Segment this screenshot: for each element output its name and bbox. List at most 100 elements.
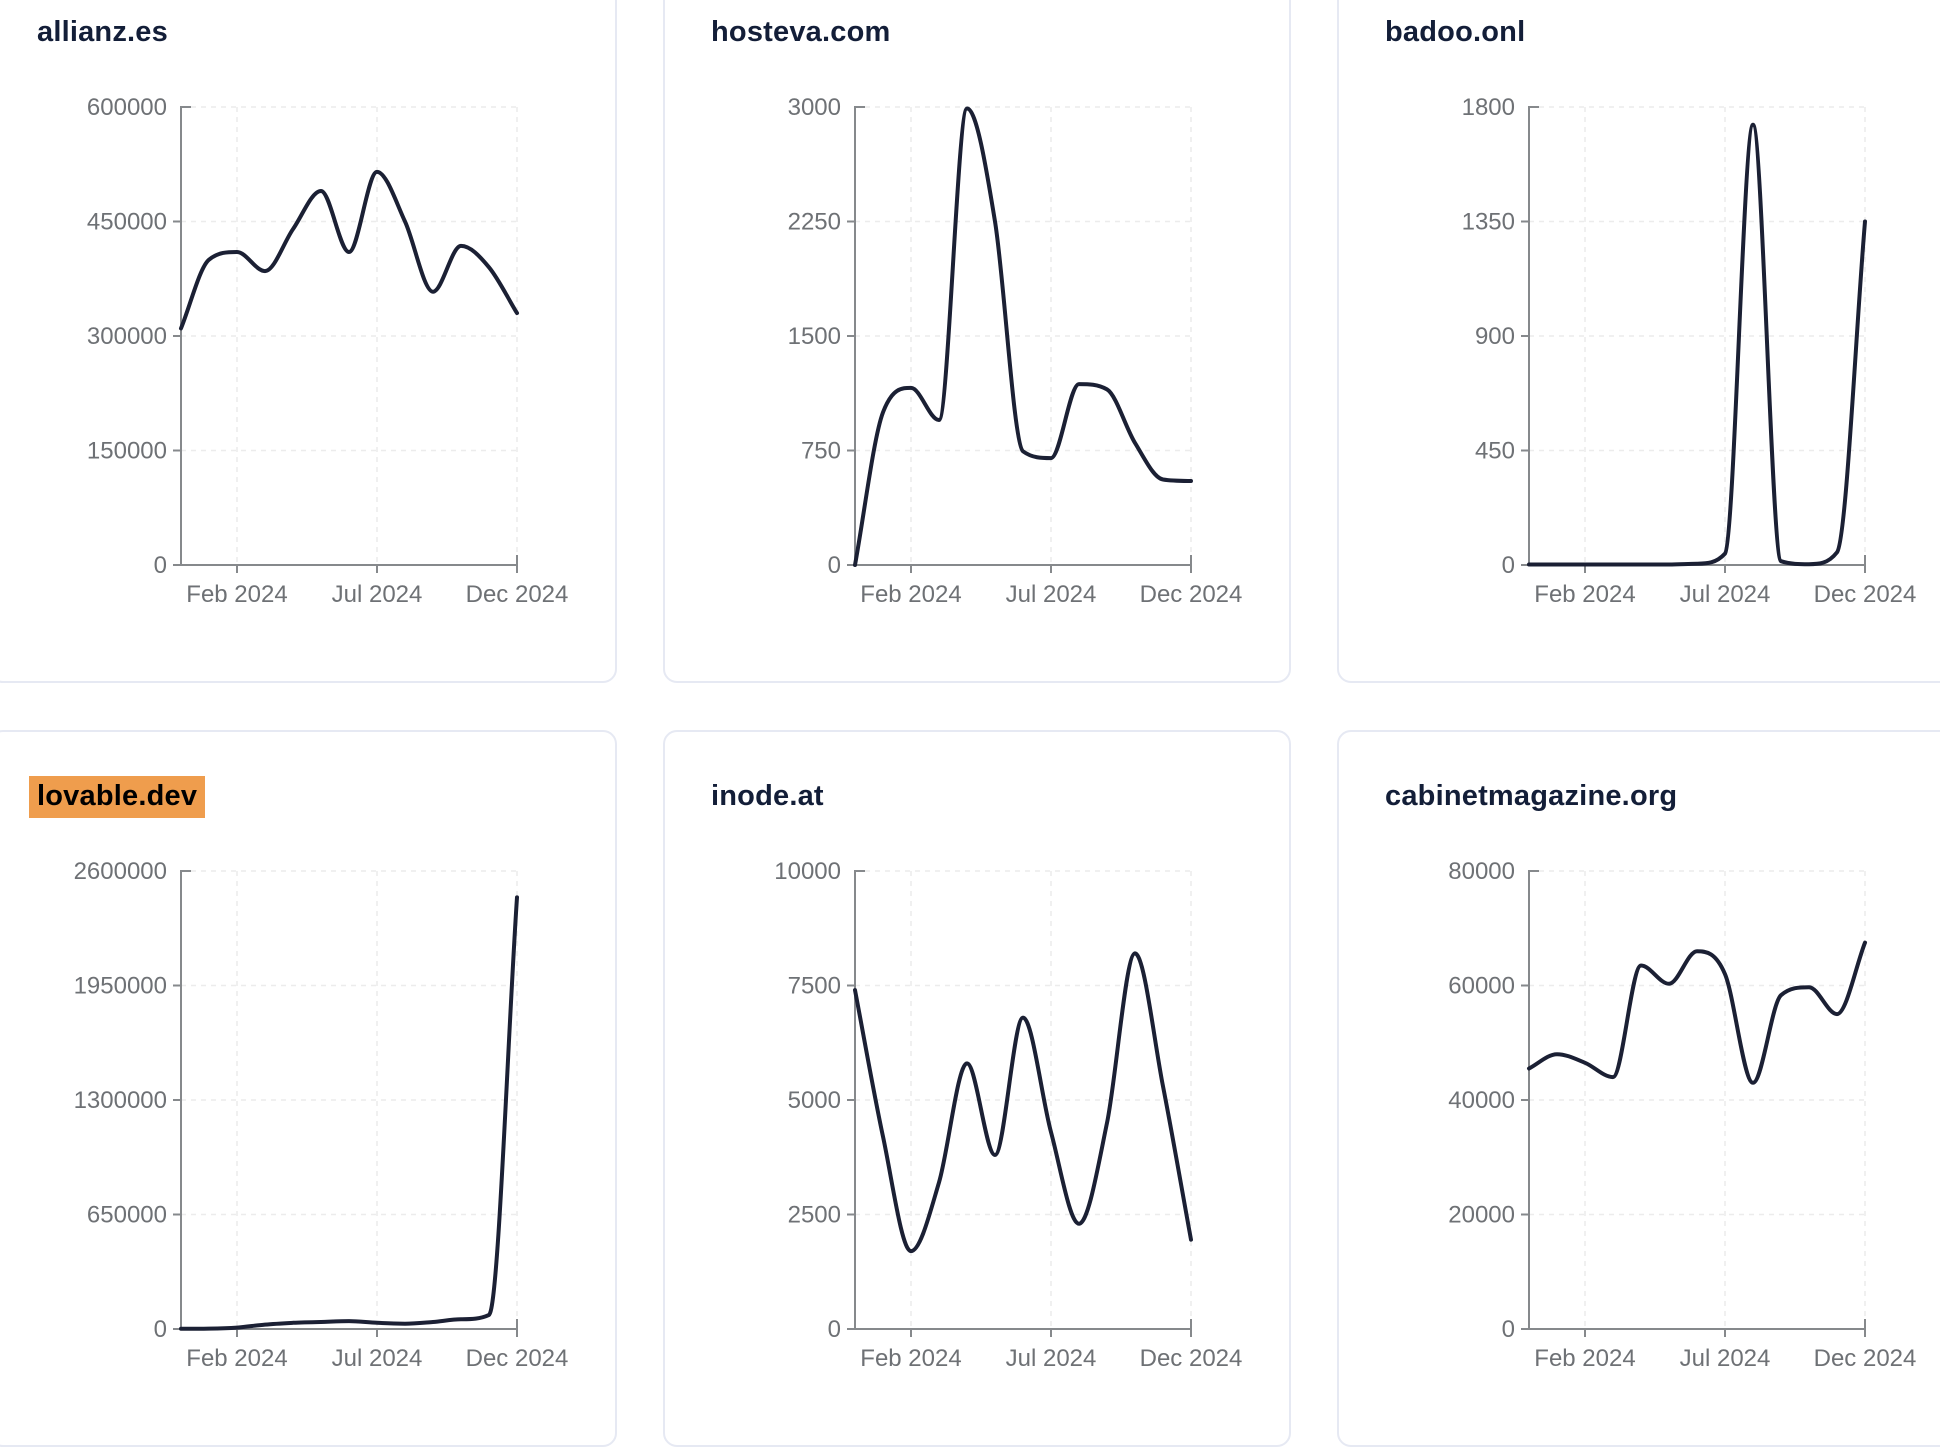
- line-chart: 0 2500 5000 7500 10000 Feb 2024 Jul 2024 Dec 20…: [774, 858, 1242, 1372]
- y-tick-label: 1300000: [74, 1087, 167, 1114]
- y-tick-label: 0: [154, 552, 167, 579]
- y-tick-label: 2500: [788, 1202, 841, 1229]
- x-tick-label: Feb 2024: [860, 1345, 961, 1372]
- y-tick-label: 600000: [87, 94, 167, 121]
- x-tick-label: Jul 2024: [332, 1345, 423, 1372]
- y-tick-label: 650000: [87, 1202, 167, 1229]
- line-chart: 0 150000 300000 450000 600000 Feb 2024 Jul 202…: [87, 94, 568, 608]
- series-line: [853, 951, 1193, 1254]
- x-tick-label: Dec 2024: [1814, 1345, 1917, 1372]
- gridlines: [855, 870, 1192, 1329]
- y-tick-label: 80000: [1448, 858, 1515, 885]
- y-tick-label: 0: [1502, 552, 1515, 579]
- x-tick-label: Feb 2024: [1534, 581, 1635, 608]
- y-tick-label: 0: [828, 552, 841, 579]
- chart-title-text: hosteva.com: [711, 16, 891, 48]
- x-axis-labels: Feb 2024 Jul 2024 Dec 2024: [1534, 581, 1916, 608]
- chart-card: lovable.dev 0 650000 1300000 1950000 2600000…: [0, 730, 617, 1447]
- x-axis-labels: Feb 2024 Jul 2024 Dec 2024: [860, 581, 1242, 608]
- y-tick-label: 3000: [788, 94, 841, 121]
- axes: [173, 870, 518, 1337]
- chart-title: lovable.dev: [29, 776, 615, 818]
- y-tick-label: 20000: [1448, 1202, 1515, 1229]
- x-tick-label: Feb 2024: [860, 581, 961, 608]
- y-tick-label: 0: [154, 1316, 167, 1343]
- y-tick-label: 0: [1502, 1316, 1515, 1343]
- x-axis-labels: Feb 2024 Jul 2024 Dec 2024: [186, 581, 568, 608]
- x-axis-labels: Feb 2024 Jul 2024 Dec 2024: [1534, 1345, 1916, 1372]
- x-tick-label: Feb 2024: [186, 1345, 287, 1372]
- series-line: [1527, 122, 1867, 567]
- chart-title: allianz.es: [37, 16, 615, 49]
- x-axis-labels: Feb 2024 Jul 2024 Dec 2024: [186, 1345, 568, 1372]
- line-chart: 0 20000 40000 60000 80000 Feb 2024 Jul 2024 Dec…: [1448, 858, 1916, 1372]
- chart-card: hosteva.com 0 750 1500 2250 3000 Feb 2024 Jul …: [663, 0, 1291, 683]
- series-line: [1527, 940, 1867, 1085]
- chart-card: badoo.onl 0 450 900 1350 1800 Feb 2024 Jul 202…: [1337, 0, 1940, 683]
- y-tick-label: 2250: [788, 209, 841, 236]
- line-chart: 0 650000 1300000 1950000 2600000 Feb 2024 Jul …: [74, 858, 569, 1372]
- series-line: [179, 169, 519, 331]
- y-tick-label: 1500: [788, 323, 841, 350]
- y-axis-labels: 0 2500 5000 7500 10000: [774, 858, 841, 1343]
- x-tick-label: Dec 2024: [466, 1345, 569, 1372]
- x-tick-label: Jul 2024: [1006, 1345, 1097, 1372]
- y-tick-label: 1950000: [74, 973, 167, 1000]
- x-tick-label: Dec 2024: [466, 581, 569, 608]
- x-tick-label: Jul 2024: [332, 581, 423, 608]
- y-axis-labels: 0 450 900 1350 1800: [1462, 94, 1515, 579]
- chart-title-text: cabinetmagazine.org: [1385, 780, 1678, 812]
- chart-title: badoo.onl: [1385, 16, 1940, 49]
- chart-title-text: inode.at: [711, 780, 824, 812]
- series-line: [179, 895, 519, 1331]
- x-tick-label: Jul 2024: [1680, 581, 1771, 608]
- axes: [173, 106, 518, 573]
- chart-card: inode.at 0 2500 5000 7500 10000 Feb 2024 Jul 2…: [663, 730, 1291, 1447]
- gridlines: [181, 106, 518, 565]
- chart-title: cabinetmagazine.org: [1385, 780, 1940, 813]
- x-tick-label: Jul 2024: [1680, 1345, 1771, 1372]
- chart-title-text-highlighted: lovable.dev: [29, 776, 206, 818]
- y-tick-label: 450: [1475, 438, 1515, 465]
- gridlines: [1529, 870, 1866, 1329]
- y-tick-label: 1350: [1462, 209, 1515, 236]
- chart-card: cabinetmagazine.org 0 20000 40000 60000 8000…: [1337, 730, 1940, 1447]
- axes: [847, 870, 1192, 1337]
- y-tick-label: 1800: [1462, 94, 1515, 121]
- y-axis-labels: 0 650000 1300000 1950000 2600000: [74, 858, 167, 1343]
- x-tick-label: Feb 2024: [1534, 1345, 1635, 1372]
- y-tick-label: 900: [1475, 323, 1515, 350]
- gridlines: [181, 870, 518, 1329]
- x-tick-label: Dec 2024: [1814, 581, 1917, 608]
- y-axis-labels: 0 150000 300000 450000 600000: [87, 94, 167, 579]
- y-tick-label: 40000: [1448, 1087, 1515, 1114]
- line-chart: 0 750 1500 2250 3000 Feb 2024 Jul 2024 Dec 2024: [788, 94, 1243, 608]
- x-tick-label: Jul 2024: [1006, 581, 1097, 608]
- chart-card: allianz.es 0 150000 300000 450000 600000 Feb …: [0, 0, 617, 683]
- x-tick-label: Dec 2024: [1140, 1345, 1243, 1372]
- line-chart: 0 450 900 1350 1800 Feb 2024 Jul 2024 Dec 2024: [1462, 94, 1917, 608]
- y-tick-label: 750: [801, 438, 841, 465]
- y-tick-label: 0: [828, 1316, 841, 1343]
- y-tick-label: 450000: [87, 209, 167, 236]
- chart-title: hosteva.com: [711, 16, 1289, 49]
- y-axis-labels: 0 20000 40000 60000 80000: [1448, 858, 1515, 1343]
- y-tick-label: 60000: [1448, 973, 1515, 1000]
- chart-title-text: badoo.onl: [1385, 16, 1526, 48]
- axes: [847, 106, 1192, 573]
- gridlines: [1529, 106, 1866, 565]
- x-tick-label: Feb 2024: [186, 581, 287, 608]
- series-line: [853, 106, 1193, 567]
- axes: [1521, 870, 1866, 1337]
- x-tick-label: Dec 2024: [1140, 581, 1243, 608]
- y-tick-label: 2600000: [74, 858, 167, 885]
- y-tick-label: 5000: [788, 1087, 841, 1114]
- gridlines: [855, 106, 1192, 565]
- y-tick-label: 10000: [774, 858, 841, 885]
- y-tick-label: 300000: [87, 323, 167, 350]
- y-axis-labels: 0 750 1500 2250 3000: [788, 94, 841, 579]
- x-axis-labels: Feb 2024 Jul 2024 Dec 2024: [860, 1345, 1242, 1372]
- chart-title-text: allianz.es: [37, 16, 168, 48]
- y-tick-label: 150000: [87, 438, 167, 465]
